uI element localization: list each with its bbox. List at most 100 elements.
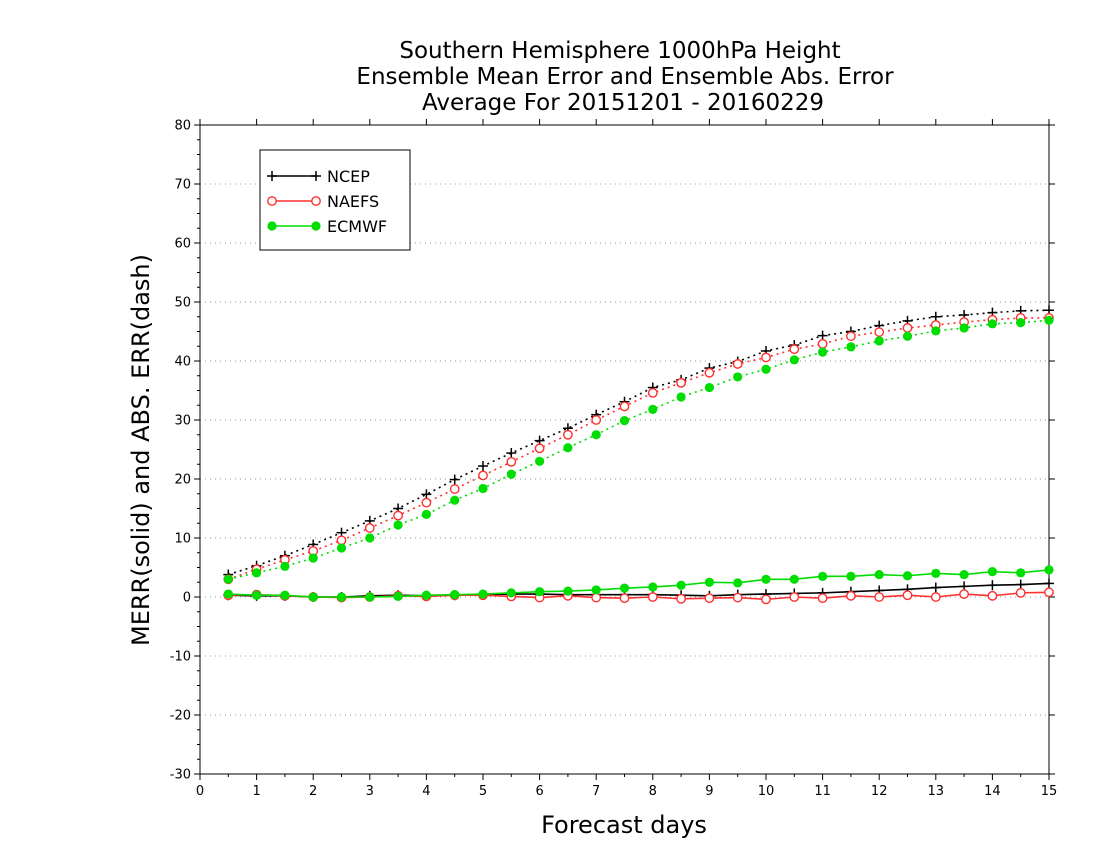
abserr-point-naefs	[817, 338, 828, 349]
title-line-3: Average For 20151201 - 20160229	[422, 90, 824, 116]
x-tick-label: 15	[1041, 784, 1058, 799]
abserr-point-ncep	[449, 474, 460, 485]
abserr-point-ecmwf	[308, 553, 318, 563]
abserr-point-naefs	[902, 323, 913, 333]
merr-point-ecmwf	[761, 574, 771, 584]
merr-point-ecmwf	[393, 591, 403, 602]
abserr-point-ecmwf	[450, 495, 460, 505]
x-tick-label: 0	[196, 784, 204, 799]
merr-point-ecmwf	[846, 571, 856, 581]
y-axis-title: MERR(solid) and ABS. ERR(dash)	[127, 254, 155, 646]
legend-marker-ncep	[311, 171, 321, 181]
abserr-point-ecmwf	[421, 509, 431, 519]
x-tick-label: 13	[928, 784, 945, 799]
abserr-point-naefs	[563, 429, 573, 440]
abserr-point-naefs	[676, 377, 686, 388]
x-tick-label: 3	[366, 784, 374, 799]
merr-point-ecmwf	[506, 588, 516, 598]
series-naefs	[223, 313, 1054, 605]
abserr-point-naefs	[364, 523, 375, 533]
merr-point-naefs	[987, 590, 998, 601]
legend-entry-ncep: NCEP	[267, 167, 370, 186]
abserr-point-naefs	[874, 327, 885, 337]
x-tick-label: 12	[871, 784, 888, 799]
abserr-point-ecmwf	[902, 331, 913, 341]
abserr-point-ncep	[930, 311, 941, 322]
abserr-point-ecmwf	[478, 483, 488, 494]
merr-point-naefs	[846, 590, 856, 601]
abserr-point-naefs	[393, 510, 403, 521]
merr-point-naefs	[732, 592, 743, 603]
x-tick-label: 6	[535, 784, 543, 799]
legend-marker-naefs	[311, 196, 321, 206]
abserr-point-ncep	[506, 448, 517, 459]
merr-point-ecmwf	[252, 590, 262, 600]
abserr-point-ecmwf	[563, 443, 573, 453]
abserr-point-ecmwf	[704, 382, 715, 393]
abserr-point-ecmwf	[393, 520, 403, 530]
abserr-point-ecmwf	[874, 336, 884, 346]
y-tick-label: 40	[174, 355, 191, 370]
merr-point-ecmwf	[478, 589, 488, 599]
merr-point-ecmwf	[421, 590, 431, 600]
abserr-point-ecmwf	[535, 456, 545, 466]
abserr-point-ecmwf	[506, 469, 516, 479]
y-tick-label: -20	[170, 709, 191, 724]
legend-entry-naefs: NAEFS	[267, 192, 379, 211]
merr-point-ecmwf	[704, 577, 715, 587]
merr-point-ecmwf	[591, 585, 601, 595]
x-tick-label: 8	[649, 784, 657, 799]
series-group	[223, 305, 1054, 605]
merr-point-ecmwf	[223, 589, 233, 599]
abserr-point-ecmwf	[336, 543, 347, 553]
x-tick-label: 11	[814, 784, 831, 799]
x-tick-label: 10	[758, 784, 775, 799]
abserr-point-naefs	[761, 352, 771, 363]
y-tick-label: 50	[174, 296, 191, 311]
abserr-point-ecmwf	[280, 561, 290, 571]
abserr-point-naefs	[647, 387, 658, 398]
x-tick-label: 9	[705, 784, 713, 799]
series-ncep	[223, 305, 1054, 602]
y-tick-label: 30	[174, 414, 191, 429]
abserr-point-naefs	[619, 401, 630, 412]
merr-point-naefs	[761, 594, 771, 605]
abserr-point-naefs	[478, 470, 488, 481]
y-tick-label: -10	[170, 650, 191, 665]
merr-line-ncep	[228, 582, 1050, 598]
merr-point-ecmwf	[931, 568, 941, 579]
y-tick-label: 70	[174, 178, 191, 193]
abserr-point-naefs	[591, 415, 602, 425]
abserr-point-ecmwf	[818, 347, 828, 357]
merr-point-ecmwf	[818, 571, 828, 581]
merr-point-ecmwf	[563, 586, 573, 596]
merr-point-ncep	[1044, 578, 1054, 589]
x-tick-label: 5	[479, 784, 487, 799]
merr-point-naefs	[676, 593, 686, 604]
abserr-point-ecmwf	[365, 533, 375, 543]
legend-marker-ncep	[267, 171, 277, 181]
grid	[200, 183, 1049, 716]
abserr-point-naefs	[421, 497, 432, 508]
series-ecmwf	[223, 315, 1054, 602]
merr-point-naefs	[591, 592, 602, 603]
abserr-point-ecmwf	[252, 568, 262, 578]
abserr-point-ecmwf	[959, 323, 969, 333]
legend-marker-naefs	[267, 196, 277, 206]
merr-point-ecmwf	[648, 582, 658, 592]
y-tick-label: 60	[174, 237, 191, 252]
abserr-point-ecmwf	[676, 392, 686, 402]
chart-title: Southern Hemisphere 1000hPa Height Ensem…	[356, 38, 894, 116]
axes	[194, 119, 1055, 780]
abserr-point-naefs	[704, 367, 715, 378]
legend-label-naefs: NAEFS	[327, 192, 379, 211]
merr-point-ecmwf	[789, 574, 799, 584]
abserr-point-ecmwf	[987, 319, 998, 329]
merr-point-ecmwf	[365, 592, 375, 602]
merr-point-ecmwf	[619, 583, 630, 593]
legend-marker-ecmwf	[311, 221, 321, 231]
legend-marker-ecmwf	[267, 221, 277, 231]
merr-point-naefs	[902, 590, 913, 601]
